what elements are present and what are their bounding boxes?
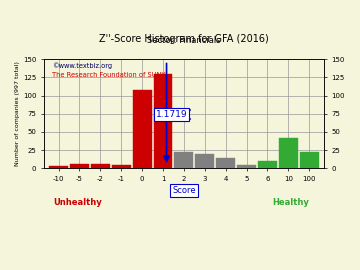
Text: The Research Foundation of SUNY: The Research Foundation of SUNY [52,72,166,78]
Text: 1.1719: 1.1719 [156,110,187,119]
Bar [195,154,214,168]
Text: Unhealthy: Unhealthy [53,198,102,207]
Bar [70,164,89,168]
Y-axis label: Number of companies (997 total): Number of companies (997 total) [15,61,20,166]
Bar [258,161,277,168]
Bar [154,74,172,168]
Bar [49,166,68,168]
Text: Healthy: Healthy [272,198,309,207]
Title: Z''-Score Histogram for GFA (2016): Z''-Score Histogram for GFA (2016) [99,35,269,45]
Text: Sector: Financials: Sector: Financials [147,36,221,45]
Text: Score: Score [172,186,196,195]
Bar [91,164,110,168]
Bar [175,152,193,168]
Bar [216,158,235,168]
Bar [112,165,131,168]
Bar [133,90,152,168]
Text: ©www.textbiz.org: ©www.textbiz.org [52,62,112,69]
Bar [237,165,256,168]
Bar [300,152,319,168]
Bar [279,138,298,168]
